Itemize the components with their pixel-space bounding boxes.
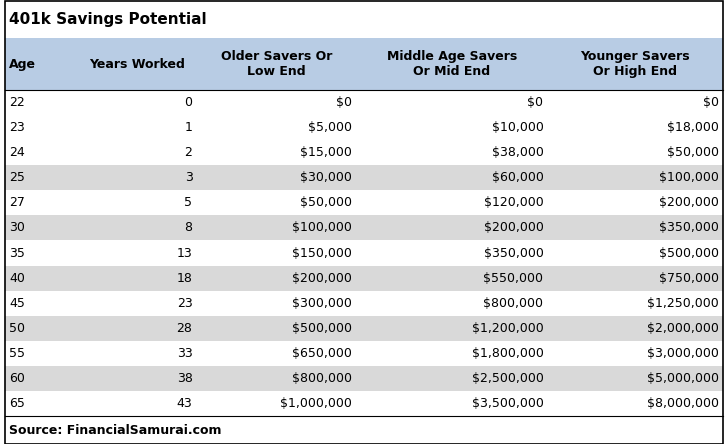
Text: $0: $0 xyxy=(703,96,719,109)
Bar xyxy=(5,115,723,140)
Text: $500,000: $500,000 xyxy=(659,246,719,259)
Text: $18,000: $18,000 xyxy=(667,121,719,134)
Bar xyxy=(5,215,723,241)
Text: $100,000: $100,000 xyxy=(659,171,719,184)
Text: 5: 5 xyxy=(184,196,192,210)
Text: $50,000: $50,000 xyxy=(667,146,719,159)
Text: 18: 18 xyxy=(177,272,192,285)
Text: 8: 8 xyxy=(184,222,192,234)
Text: 50: 50 xyxy=(9,322,25,335)
Bar xyxy=(5,241,723,266)
Text: 35: 35 xyxy=(9,246,25,259)
Text: 27: 27 xyxy=(9,196,25,210)
Bar xyxy=(5,140,723,165)
Text: $10,000: $10,000 xyxy=(491,121,544,134)
Text: $1,200,000: $1,200,000 xyxy=(472,322,544,335)
Text: 401k Savings Potential: 401k Savings Potential xyxy=(9,12,207,27)
Text: $50,000: $50,000 xyxy=(300,196,352,210)
Text: $15,000: $15,000 xyxy=(300,146,352,159)
Text: Older Savers Or
Low End: Older Savers Or Low End xyxy=(221,50,332,78)
Text: 1: 1 xyxy=(185,121,192,134)
Text: 38: 38 xyxy=(177,372,192,385)
Text: 45: 45 xyxy=(9,297,25,309)
Bar xyxy=(5,391,723,416)
Text: $200,000: $200,000 xyxy=(292,272,352,285)
Text: $8,000,000: $8,000,000 xyxy=(647,397,719,410)
Text: $200,000: $200,000 xyxy=(659,196,719,210)
Text: 60: 60 xyxy=(9,372,25,385)
Text: 23: 23 xyxy=(9,121,25,134)
Text: 24: 24 xyxy=(9,146,25,159)
Text: $350,000: $350,000 xyxy=(483,246,544,259)
Text: $550,000: $550,000 xyxy=(483,272,544,285)
Text: Years Worked: Years Worked xyxy=(89,58,185,71)
Text: 28: 28 xyxy=(177,322,192,335)
Text: $150,000: $150,000 xyxy=(292,246,352,259)
Text: $120,000: $120,000 xyxy=(483,196,544,210)
Text: $3,000,000: $3,000,000 xyxy=(647,347,719,360)
Text: 30: 30 xyxy=(9,222,25,234)
Bar xyxy=(5,316,723,341)
Text: Source: FinancialSamurai.com: Source: FinancialSamurai.com xyxy=(9,424,221,436)
Text: $650,000: $650,000 xyxy=(292,347,352,360)
Text: 2: 2 xyxy=(185,146,192,159)
Text: $1,250,000: $1,250,000 xyxy=(647,297,719,309)
Text: 23: 23 xyxy=(177,297,192,309)
Text: $30,000: $30,000 xyxy=(300,171,352,184)
Text: $2,000,000: $2,000,000 xyxy=(647,322,719,335)
Text: $800,000: $800,000 xyxy=(483,297,544,309)
Text: $1,800,000: $1,800,000 xyxy=(472,347,544,360)
Text: $750,000: $750,000 xyxy=(659,272,719,285)
Text: $5,000: $5,000 xyxy=(308,121,352,134)
Text: 0: 0 xyxy=(184,96,192,109)
Text: 22: 22 xyxy=(9,96,25,109)
Text: $3,500,000: $3,500,000 xyxy=(472,397,544,410)
Bar xyxy=(5,291,723,316)
Text: Age: Age xyxy=(9,58,36,71)
Text: $800,000: $800,000 xyxy=(292,372,352,385)
Text: $500,000: $500,000 xyxy=(292,322,352,335)
Text: 3: 3 xyxy=(185,171,192,184)
Bar xyxy=(5,366,723,391)
Text: $0: $0 xyxy=(336,96,352,109)
Text: 40: 40 xyxy=(9,272,25,285)
Bar xyxy=(5,416,723,444)
Text: $350,000: $350,000 xyxy=(659,222,719,234)
Bar xyxy=(5,266,723,291)
Bar xyxy=(5,90,723,115)
Text: $2,500,000: $2,500,000 xyxy=(472,372,544,385)
Text: $5,000,000: $5,000,000 xyxy=(647,372,719,385)
Text: $100,000: $100,000 xyxy=(292,222,352,234)
Bar xyxy=(5,165,723,190)
Text: 65: 65 xyxy=(9,397,25,410)
Text: Middle Age Savers
Or Mid End: Middle Age Savers Or Mid End xyxy=(387,50,517,78)
Text: $200,000: $200,000 xyxy=(483,222,544,234)
Text: 33: 33 xyxy=(177,347,192,360)
Bar xyxy=(5,0,723,38)
Text: $38,000: $38,000 xyxy=(491,146,544,159)
Text: Younger Savers
Or High End: Younger Savers Or High End xyxy=(580,50,690,78)
Text: 25: 25 xyxy=(9,171,25,184)
Bar xyxy=(5,341,723,366)
Bar xyxy=(5,38,723,90)
Text: $300,000: $300,000 xyxy=(292,297,352,309)
Text: 43: 43 xyxy=(177,397,192,410)
Text: $60,000: $60,000 xyxy=(491,171,544,184)
Text: $1,000,000: $1,000,000 xyxy=(280,397,352,410)
Text: 55: 55 xyxy=(9,347,25,360)
Bar xyxy=(5,190,723,215)
Text: 13: 13 xyxy=(177,246,192,259)
Text: $0: $0 xyxy=(528,96,544,109)
